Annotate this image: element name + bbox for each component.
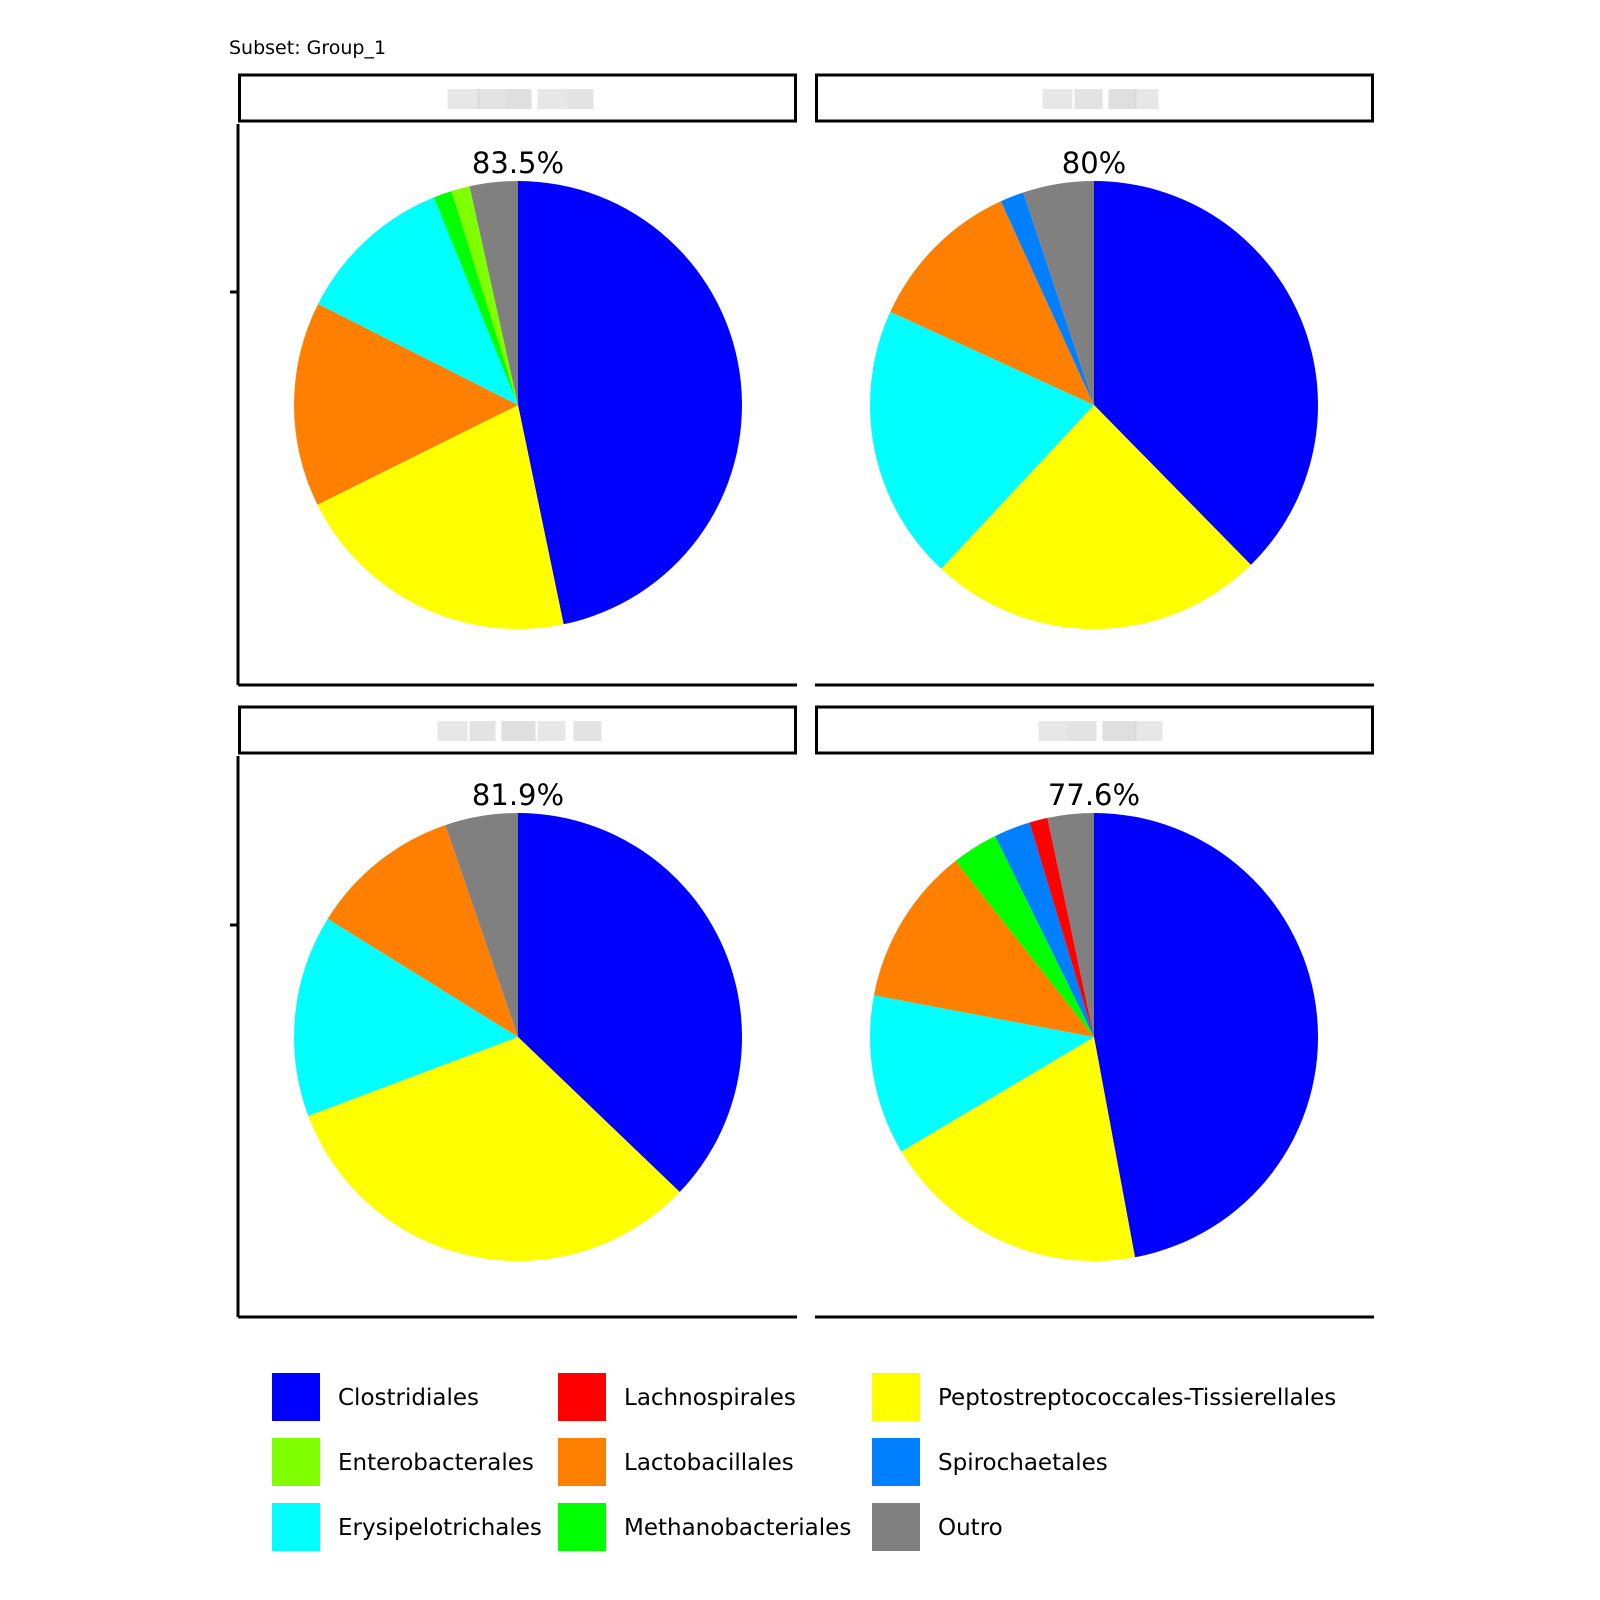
pie-slice-lactobacillales xyxy=(873,860,1094,1037)
subset-title: Subset: Group_1 xyxy=(229,37,386,59)
legend-swatch xyxy=(558,1503,606,1551)
legend-item-outro: Outro xyxy=(872,1503,1003,1551)
legend-swatch xyxy=(558,1438,606,1486)
pie-slice-outro xyxy=(1023,181,1094,405)
pie-slice-erysipelotrichales xyxy=(318,197,518,405)
legend-item-lachnospirales: Lachnospirales xyxy=(558,1373,796,1421)
facet-strip-redaction xyxy=(567,89,594,109)
facet-strip-redaction xyxy=(1134,89,1159,109)
pie-slice-lactobacillales xyxy=(294,303,518,505)
pie-slice-spirochaetales xyxy=(995,822,1094,1037)
legend-swatch xyxy=(872,1373,920,1421)
legend-swatch xyxy=(872,1438,920,1486)
facet-strip-redaction xyxy=(1066,721,1097,741)
legend-label: Clostridiales xyxy=(338,1385,479,1411)
facet-strip-redaction xyxy=(505,89,532,109)
pie-slice-peptostreptococcales-tissierellales xyxy=(308,1037,680,1262)
pie-panel-1: 83.5% xyxy=(230,73,797,687)
legend-item-enterobacterales: Enterobacterales xyxy=(272,1438,534,1486)
pie-slice-lachnospirales xyxy=(1029,817,1094,1037)
pie-slice-outro xyxy=(1047,813,1094,1037)
legend-item-methanobacteriales: Methanobacteriales xyxy=(558,1503,851,1551)
facet-strip-redaction xyxy=(1038,721,1067,741)
legend-item-lactobacillales: Lactobacillales xyxy=(558,1438,794,1486)
pie-percent-label: 77.6% xyxy=(1048,778,1140,812)
legend-swatch xyxy=(272,1373,320,1421)
pie-slice-erysipelotrichales xyxy=(870,311,1094,569)
legend-label: Lachnospirales xyxy=(624,1385,796,1411)
legend-label: Enterobacterales xyxy=(338,1450,534,1476)
pie-slice-lactobacillales xyxy=(327,825,518,1037)
legend-item-clostridiales: Clostridiales xyxy=(272,1373,479,1421)
pie-slice-peptostreptococcales-tissierellales xyxy=(901,1037,1135,1262)
facet-strip-redaction xyxy=(573,721,602,741)
legend-item-erysipelotrichales: Erysipelotrichales xyxy=(272,1503,542,1551)
pie-percent-label: 83.5% xyxy=(472,146,564,180)
pie-slice-clostridiales xyxy=(518,812,743,1193)
facet-strip-redaction xyxy=(437,721,468,741)
legend-label: Peptostreptococcales-Tissierellales xyxy=(938,1385,1336,1411)
legend-label: Methanobacteriales xyxy=(624,1515,851,1541)
pie-slice-peptostreptococcales-tissierellales xyxy=(941,405,1251,629)
pie-slice-outro xyxy=(445,813,518,1037)
legend-label: Lactobacillales xyxy=(624,1450,794,1476)
pie-slice-clostridiales xyxy=(1094,813,1319,1258)
pie-slice-methanobacteriales xyxy=(433,191,518,405)
legend: Clostridiales Enterobacterales Erysipelotr… xyxy=(272,1373,1336,1551)
pie-slice-lactobacillales xyxy=(890,201,1094,405)
pie-slice-clostridiales xyxy=(518,181,742,625)
pie-slice-outro xyxy=(469,181,518,405)
pie-slice-spirochaetales xyxy=(1000,192,1094,405)
facet-strip-redaction xyxy=(1102,721,1137,741)
pie-slice-erysipelotrichales xyxy=(869,995,1094,1152)
pie-panels: 83.5% 80% 81.9% 77.6% xyxy=(230,73,1374,1319)
pie-slice-erysipelotrichales xyxy=(293,918,518,1116)
legend-label: Erysipelotrichales xyxy=(338,1515,542,1541)
facet-strip-redaction xyxy=(1042,89,1073,109)
pie-panel-2: 80% xyxy=(815,73,1374,687)
pie-slice-enterobacterales xyxy=(451,186,518,405)
facet-strip-redaction xyxy=(1108,89,1137,109)
legend-label: Spirochaetales xyxy=(938,1450,1108,1476)
pie-panel-3: 81.9% xyxy=(230,705,797,1319)
pie-panel-4: 77.6% xyxy=(815,705,1374,1319)
legend-item-spirochaetales: Spirochaetales xyxy=(872,1438,1108,1486)
pie-slice-clostridiales xyxy=(1094,181,1319,565)
pie-slice-peptostreptococcales-tissierellales xyxy=(317,405,564,629)
facet-strip-redaction xyxy=(1134,721,1163,741)
facet-strip-redaction xyxy=(469,721,496,741)
pie-slice-methanobacteriales xyxy=(955,835,1094,1037)
legend-label: Outro xyxy=(938,1515,1003,1541)
facet-strip-redaction xyxy=(477,89,506,109)
legend-swatch xyxy=(872,1503,920,1551)
legend-swatch xyxy=(558,1373,606,1421)
facet-strip-redaction xyxy=(537,721,566,741)
pie-percent-label: 80% xyxy=(1062,146,1126,180)
legend-swatch xyxy=(272,1438,320,1486)
facet-strip-redaction xyxy=(447,89,480,109)
facet-strip-redaction xyxy=(501,721,536,741)
facet-strip-redaction xyxy=(1074,89,1103,109)
legend-item-peptostreptococcales-tissierellales: Peptostreptococcales-Tissierellales xyxy=(872,1373,1336,1421)
pie-percent-label: 81.9% xyxy=(472,778,564,812)
legend-swatch xyxy=(272,1503,320,1551)
facet-strip-redaction xyxy=(537,89,568,109)
